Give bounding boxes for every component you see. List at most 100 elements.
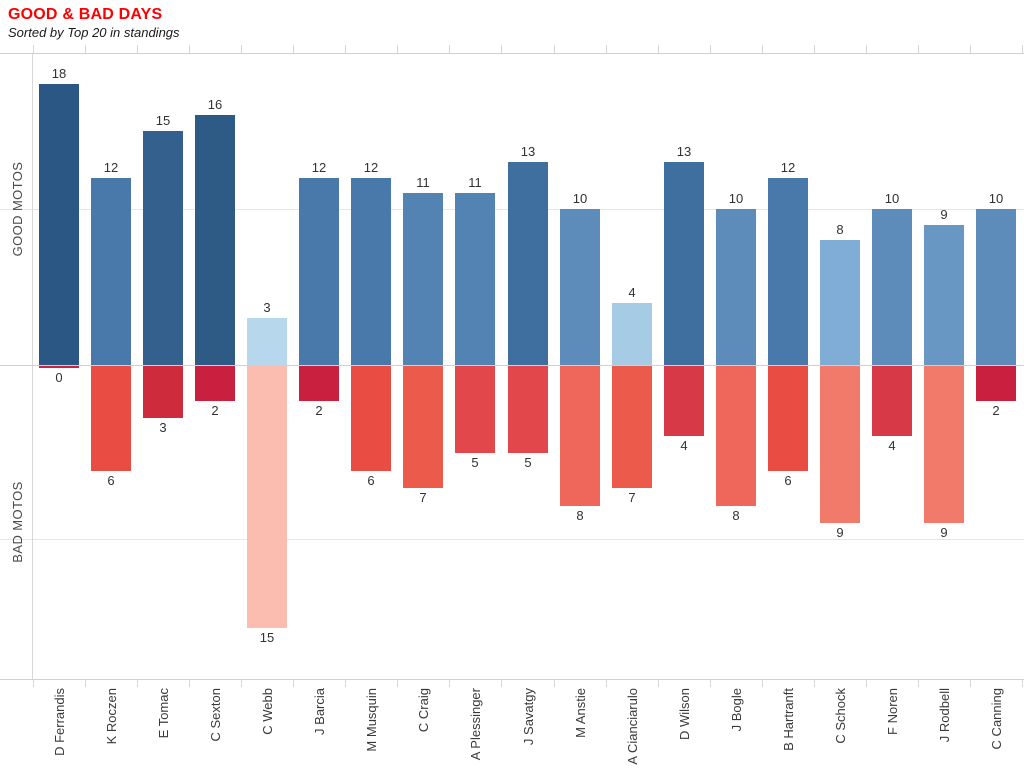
good-motos-bar[interactable] bbox=[351, 178, 391, 365]
good-value-label: 4 bbox=[628, 285, 636, 300]
column-boundary-tick bbox=[658, 45, 659, 53]
bad-motos-bar[interactable] bbox=[924, 366, 964, 523]
x-axis-rider-label: J Barcia bbox=[312, 688, 327, 735]
bad-motos-bar[interactable] bbox=[351, 366, 391, 471]
good-motos-bar[interactable] bbox=[508, 162, 548, 365]
good-motos-bar[interactable] bbox=[39, 84, 79, 365]
good-motos-bar[interactable] bbox=[820, 240, 860, 365]
bad-motos-bar[interactable] bbox=[403, 366, 443, 488]
column-boundary-tick bbox=[293, 679, 294, 687]
good-value-label: 12 bbox=[103, 160, 119, 175]
good-motos-bar[interactable] bbox=[143, 131, 183, 365]
column-boundary-tick bbox=[189, 679, 190, 687]
column-boundary-tick bbox=[397, 679, 398, 687]
bad-motos-bar[interactable] bbox=[716, 366, 756, 506]
good-motos-bar[interactable] bbox=[455, 193, 495, 365]
x-axis-rider-label: C Schock bbox=[833, 688, 848, 744]
x-axis-rider-label: A Cianciarulo bbox=[625, 688, 640, 765]
bad-motos-bar[interactable] bbox=[299, 366, 339, 401]
good-motos-bar[interactable] bbox=[976, 209, 1016, 365]
bad-motos-bar[interactable] bbox=[664, 366, 704, 436]
column-boundary-tick bbox=[606, 45, 607, 53]
bad-value-label: 9 bbox=[940, 525, 948, 540]
good-motos-bar[interactable] bbox=[768, 178, 808, 365]
column-boundary-tick bbox=[397, 45, 398, 53]
good-motos-bar[interactable] bbox=[91, 178, 131, 365]
good-motos-bar[interactable] bbox=[247, 318, 287, 365]
column-boundary-tick bbox=[970, 45, 971, 53]
bad-motos-bar[interactable] bbox=[91, 366, 131, 471]
column-boundary-tick bbox=[866, 45, 867, 53]
good-motos-bar[interactable] bbox=[924, 225, 964, 365]
chart-subtitle: Sorted by Top 20 in standings bbox=[8, 25, 180, 40]
bad-motos-bar[interactable] bbox=[247, 366, 287, 628]
bad-value-label: 7 bbox=[419, 490, 427, 505]
bad-value-label: 4 bbox=[680, 438, 688, 453]
good-motos-bar[interactable] bbox=[664, 162, 704, 365]
x-axis-rider-label: J Rodbell bbox=[937, 688, 952, 743]
column-boundary-tick bbox=[501, 679, 502, 687]
bad-value-label: 15 bbox=[259, 630, 275, 645]
column-boundary-tick bbox=[762, 45, 763, 53]
column-boundary-tick bbox=[814, 679, 815, 687]
column-boundary-tick bbox=[918, 679, 919, 687]
good-motos-bar[interactable] bbox=[716, 209, 756, 365]
column-boundary-tick bbox=[710, 679, 711, 687]
gridline bbox=[0, 539, 1024, 540]
good-motos-bar[interactable] bbox=[403, 193, 443, 365]
bad-motos-bar[interactable] bbox=[560, 366, 600, 506]
good-motos-bar[interactable] bbox=[299, 178, 339, 365]
column-boundary-tick bbox=[85, 45, 86, 53]
bad-value-label: 0 bbox=[55, 370, 63, 385]
good-value-label: 10 bbox=[988, 191, 1004, 206]
bad-value-label: 5 bbox=[471, 455, 479, 470]
column-boundary-tick bbox=[554, 45, 555, 53]
column-boundary-tick bbox=[970, 679, 971, 687]
x-axis-rider-label: A Plessinger bbox=[468, 688, 483, 761]
x-axis-rider-label: J Bogle bbox=[729, 688, 744, 732]
x-axis-rider-label: C Canning bbox=[989, 688, 1004, 750]
bad-motos-bar[interactable] bbox=[820, 366, 860, 523]
good-motos-bar[interactable] bbox=[872, 209, 912, 365]
bad-motos-bar[interactable] bbox=[508, 366, 548, 453]
good-motos-bar[interactable] bbox=[612, 303, 652, 365]
bad-motos-bar[interactable] bbox=[39, 366, 79, 368]
bad-value-label: 6 bbox=[784, 473, 792, 488]
good-value-label: 12 bbox=[311, 160, 327, 175]
bad-value-label: 6 bbox=[107, 473, 115, 488]
zero-baseline bbox=[0, 365, 1024, 366]
bad-value-label: 2 bbox=[315, 403, 323, 418]
good-value-label: 12 bbox=[780, 160, 796, 175]
good-motos-bar[interactable] bbox=[195, 115, 235, 365]
column-boundary-tick bbox=[866, 679, 867, 687]
bad-motos-bar[interactable] bbox=[768, 366, 808, 471]
column-boundary-tick bbox=[241, 45, 242, 53]
x-axis-rider-label: B Hartranft bbox=[781, 688, 796, 751]
column-boundary-tick bbox=[137, 45, 138, 53]
bad-motos-bar[interactable] bbox=[976, 366, 1016, 401]
x-axis-rider-label: C Sexton bbox=[208, 688, 223, 742]
good-value-label: 13 bbox=[676, 144, 692, 159]
x-axis-rider-label: E Tomac bbox=[156, 688, 171, 739]
column-boundary-tick bbox=[449, 679, 450, 687]
bad-motos-bar[interactable] bbox=[195, 366, 235, 401]
bad-motos-bar[interactable] bbox=[455, 366, 495, 453]
y-axis-line bbox=[32, 53, 33, 679]
bad-motos-bar[interactable] bbox=[872, 366, 912, 436]
bad-motos-bar[interactable] bbox=[612, 366, 652, 488]
x-axis-rider-label: D Wilson bbox=[677, 688, 692, 741]
column-boundary-tick bbox=[1022, 679, 1023, 687]
column-boundary-tick bbox=[345, 45, 346, 53]
column-boundary-tick bbox=[814, 45, 815, 53]
x-axis-rider-label: K Roczen bbox=[104, 688, 119, 745]
bad-motos-bar[interactable] bbox=[143, 366, 183, 418]
good-value-label: 8 bbox=[836, 222, 844, 237]
bad-value-label: 6 bbox=[367, 473, 375, 488]
column-boundary-tick bbox=[189, 45, 190, 53]
column-boundary-tick bbox=[33, 679, 34, 687]
chart-title: GOOD & BAD DAYS bbox=[8, 6, 163, 23]
good-motos-bar[interactable] bbox=[560, 209, 600, 365]
plot-top-border bbox=[0, 53, 1024, 54]
bad-value-label: 9 bbox=[836, 525, 844, 540]
